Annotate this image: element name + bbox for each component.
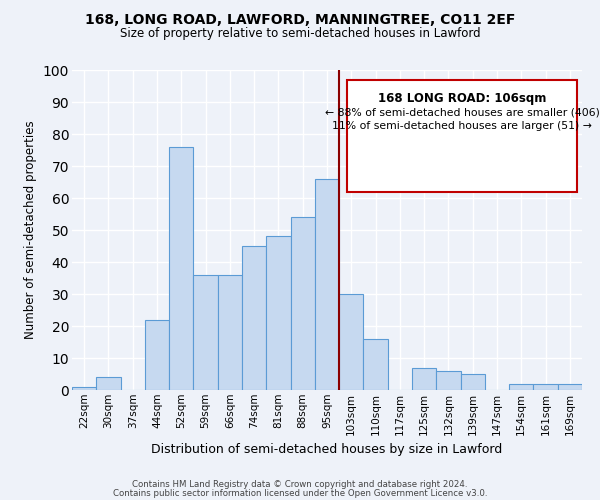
Bar — [412, 368, 436, 390]
Text: 168, LONG ROAD, LAWFORD, MANNINGTREE, CO11 2EF: 168, LONG ROAD, LAWFORD, MANNINGTREE, CO… — [85, 12, 515, 26]
Text: Size of property relative to semi-detached houses in Lawford: Size of property relative to semi-detach… — [119, 28, 481, 40]
Text: 168 LONG ROAD: 106sqm: 168 LONG ROAD: 106sqm — [378, 92, 547, 105]
Bar — [145, 320, 169, 390]
Bar — [364, 339, 388, 390]
Text: 11% of semi-detached houses are larger (51) →: 11% of semi-detached houses are larger (… — [332, 120, 592, 130]
Bar — [461, 374, 485, 390]
Bar — [509, 384, 533, 390]
Bar — [96, 377, 121, 390]
Bar — [339, 294, 364, 390]
Y-axis label: Number of semi-detached properties: Number of semi-detached properties — [24, 120, 37, 340]
Bar — [169, 147, 193, 390]
Bar — [218, 275, 242, 390]
Bar — [266, 236, 290, 390]
Bar — [533, 384, 558, 390]
Bar — [72, 387, 96, 390]
Bar — [193, 275, 218, 390]
Bar — [242, 246, 266, 390]
Bar — [558, 384, 582, 390]
Text: Contains HM Land Registry data © Crown copyright and database right 2024.: Contains HM Land Registry data © Crown c… — [132, 480, 468, 489]
Text: Contains public sector information licensed under the Open Government Licence v3: Contains public sector information licen… — [113, 488, 487, 498]
Bar — [290, 217, 315, 390]
Bar — [436, 371, 461, 390]
Text: ← 88% of semi-detached houses are smaller (406): ← 88% of semi-detached houses are smalle… — [325, 107, 599, 117]
Bar — [315, 179, 339, 390]
X-axis label: Distribution of semi-detached houses by size in Lawford: Distribution of semi-detached houses by … — [151, 443, 503, 456]
